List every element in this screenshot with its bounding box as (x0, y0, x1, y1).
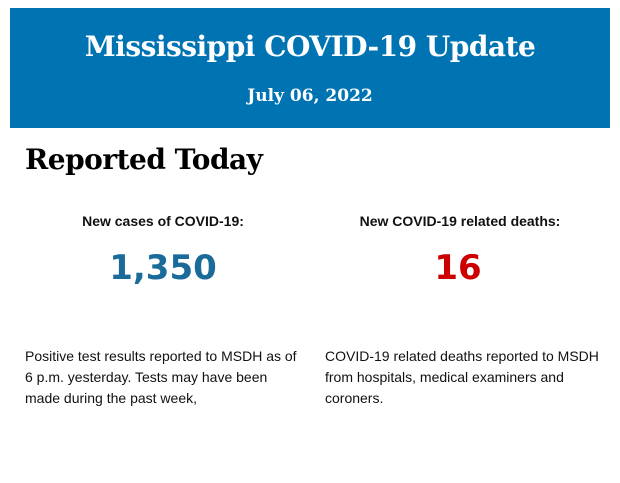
cases-value: 1,350 (109, 248, 217, 288)
header-banner: Mississippi COVID-19 Update July 06, 202… (10, 8, 610, 128)
deaths-description: COVID-19 related deaths reported to MSDH… (325, 348, 599, 406)
section-heading: Reported Today (25, 143, 263, 176)
page-title: Mississippi COVID-19 Update (84, 30, 536, 63)
report-date: July 06, 2022 (247, 86, 373, 106)
cases-description: Positive test results reported to MSDH a… (25, 348, 297, 406)
cases-label: New cases of COVID-19: (82, 213, 244, 229)
deaths-label: New COVID-19 related deaths: (359, 213, 561, 229)
deaths-value: 16 (434, 248, 482, 288)
